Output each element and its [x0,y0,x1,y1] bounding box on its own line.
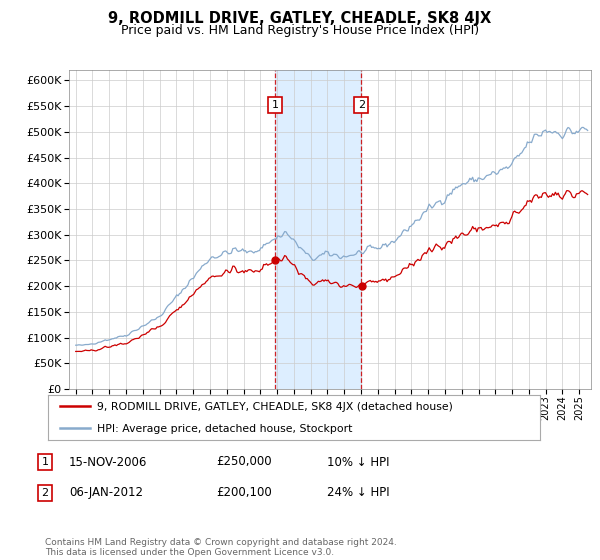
Text: 1: 1 [41,457,49,467]
Text: 1: 1 [272,100,278,110]
Text: £250,000: £250,000 [216,455,272,469]
Text: HPI: Average price, detached house, Stockport: HPI: Average price, detached house, Stoc… [97,424,353,435]
Text: 9, RODMILL DRIVE, GATLEY, CHEADLE, SK8 4JX: 9, RODMILL DRIVE, GATLEY, CHEADLE, SK8 4… [109,11,491,26]
Text: 24% ↓ HPI: 24% ↓ HPI [327,486,389,500]
Text: Price paid vs. HM Land Registry's House Price Index (HPI): Price paid vs. HM Land Registry's House … [121,24,479,36]
Text: 2: 2 [41,488,49,498]
Text: 10% ↓ HPI: 10% ↓ HPI [327,455,389,469]
Text: Contains HM Land Registry data © Crown copyright and database right 2024.
This d: Contains HM Land Registry data © Crown c… [45,538,397,557]
Text: 9, RODMILL DRIVE, GATLEY, CHEADLE, SK8 4JX (detached house): 9, RODMILL DRIVE, GATLEY, CHEADLE, SK8 4… [97,402,453,412]
Text: 2: 2 [358,100,365,110]
Text: £200,100: £200,100 [216,486,272,500]
Text: 06-JAN-2012: 06-JAN-2012 [69,486,143,500]
Text: 15-NOV-2006: 15-NOV-2006 [69,455,148,469]
Bar [275,70,361,389]
